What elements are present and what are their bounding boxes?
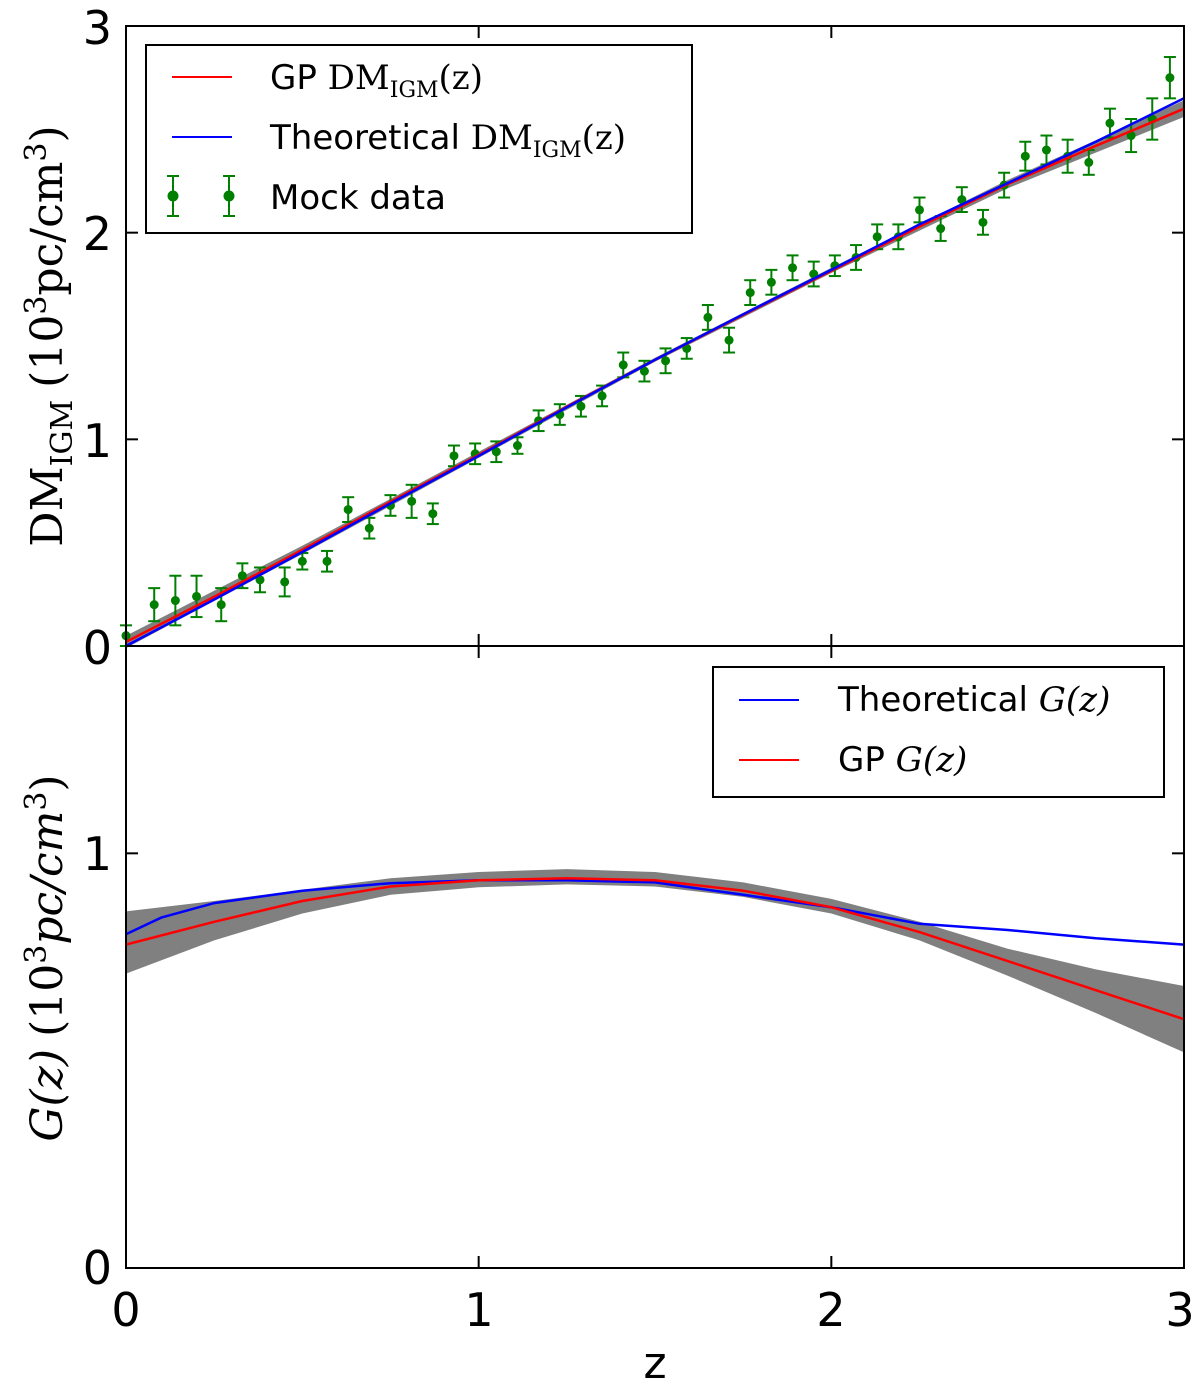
xtick-0: 0 <box>111 1283 140 1337</box>
mock-marker-18 <box>512 441 522 451</box>
bottom-frame <box>125 645 1185 1269</box>
mock-marker-15 <box>449 451 459 461</box>
top-theory-line <box>125 97 1185 648</box>
mock-marker-2 <box>170 596 180 606</box>
top-legend: GP DMIGM(z) Theoretical DMIGM(z) Mock da… <box>145 44 693 234</box>
top-gp-band <box>126 100 1184 649</box>
mock-marker-7 <box>280 577 290 587</box>
mock-point-28 <box>723 326 736 354</box>
mock-marker-4 <box>216 600 226 610</box>
top-legend-gp-label: GP DMIGM(z) <box>270 58 483 103</box>
mock-marker-21 <box>576 401 586 411</box>
xtick-3: 3 <box>1165 1283 1194 1337</box>
mock-marker-27 <box>703 312 713 322</box>
mock-marker-1 <box>149 600 159 610</box>
mock-marker-37 <box>915 205 924 215</box>
xtick-1: 1 <box>464 1283 493 1337</box>
mock-point-15 <box>447 444 460 468</box>
mock-point-7 <box>278 566 291 598</box>
mock-point-29 <box>744 279 757 306</box>
mock-point-14 <box>426 502 439 526</box>
top-ytick-0: 0 <box>83 621 112 675</box>
mock-marker-13 <box>407 496 417 506</box>
top-legend-theory-label: Theoretical DMIGM(z) <box>269 118 626 163</box>
bottom-ticks <box>125 646 1185 1269</box>
mock-point-25 <box>659 347 672 375</box>
mock-marker-24 <box>639 366 649 376</box>
mock-marker-5 <box>237 571 247 581</box>
mock-point-1 <box>148 587 161 623</box>
bottom-theory-line <box>125 879 1185 946</box>
top-legend-mock-label: Mock data <box>270 178 446 218</box>
mock-point-18 <box>511 436 524 455</box>
bottom-lines <box>125 876 1185 1021</box>
mock-point-40 <box>976 208 989 236</box>
top-ylabel: DMIGM(103pc/cm3) <box>19 125 80 546</box>
mock-point-42 <box>1019 140 1032 172</box>
mock-marker-28 <box>724 335 734 345</box>
bottom-ytick-0: 0 <box>83 1241 112 1295</box>
bottom-gp-band <box>126 869 1184 1053</box>
mock-point-31 <box>786 254 799 282</box>
mock-marker-17 <box>491 447 501 457</box>
mock-marker-11 <box>364 523 374 533</box>
mock-point-30 <box>765 268 778 296</box>
mock-marker-30 <box>766 277 776 287</box>
bottom-legend: Theoretical G(z) GP G(z) <box>712 666 1165 798</box>
mock-point-32 <box>807 260 820 288</box>
top-ytick-1: 1 <box>83 414 112 468</box>
bottom-gp-line <box>125 876 1185 1021</box>
mock-marker-10 <box>343 505 353 515</box>
mock-point-49 <box>1163 56 1176 100</box>
bottom-legend-theory-label: Theoretical G(z) <box>837 680 1110 720</box>
bottom-legend-frame <box>712 666 1165 798</box>
mock-marker-25 <box>661 356 671 366</box>
top-gp-band-area <box>126 100 1184 649</box>
bottom-legend-gp-label: GP G(z) <box>838 740 967 780</box>
mock-marker-6 <box>255 575 265 585</box>
mock-marker-39 <box>957 195 967 205</box>
x-axis-title: z <box>643 1338 666 1386</box>
bottom-gp-band-area <box>126 869 1184 1053</box>
top-panel: 0 1 2 3 DMIGM(103pc/cm3) GP DMIGM(z) The… <box>19 1 1185 675</box>
bottom-panel: 0 1 0 1 2 3 z G(z)(103pc/cm3) Theoretica… <box>19 645 1195 1386</box>
top-legend-mock-swatch <box>167 175 235 217</box>
mock-point-27 <box>701 304 714 331</box>
top-ytick-2: 2 <box>83 207 112 261</box>
mock-marker-9 <box>322 556 332 566</box>
top-legend-frame <box>145 44 693 234</box>
mock-point-9 <box>321 549 334 573</box>
mock-marker-23 <box>618 360 628 370</box>
bottom-ylabel: G(z)(103pc/cm3) <box>19 774 73 1141</box>
mock-marker-43 <box>1041 145 1051 155</box>
mock-marker-35 <box>872 232 882 242</box>
mock-marker-3 <box>192 591 202 601</box>
mock-marker-46 <box>1105 118 1115 128</box>
xtick-2: 2 <box>816 1283 845 1337</box>
top-lines <box>125 97 1185 648</box>
mock-point-39 <box>955 186 968 213</box>
mock-marker-29 <box>745 288 755 298</box>
mock-marker-45 <box>1084 157 1094 167</box>
mock-marker-38 <box>936 224 946 234</box>
mock-marker-14 <box>428 509 438 519</box>
mock-marker-22 <box>597 391 607 401</box>
mock-marker-49 <box>1165 73 1175 83</box>
bottom-ytick-1: 1 <box>83 827 112 881</box>
mock-marker-31 <box>788 263 798 273</box>
mock-marker-40 <box>978 217 988 227</box>
mock-marker-42 <box>1020 151 1030 161</box>
mock-marker-8 <box>297 556 307 566</box>
top-ytick-3: 3 <box>83 1 112 55</box>
